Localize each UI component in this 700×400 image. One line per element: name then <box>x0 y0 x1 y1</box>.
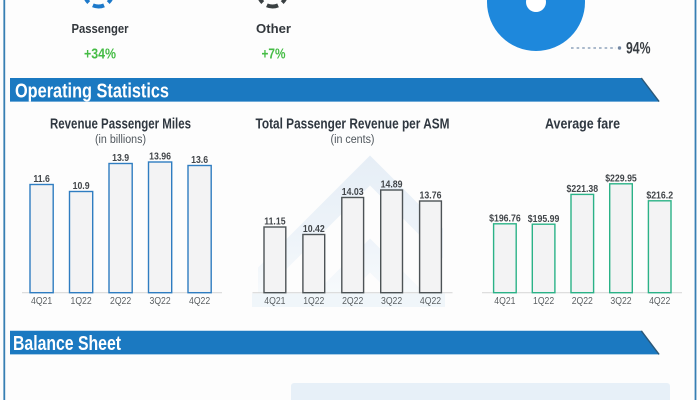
svg-text:3Q22: 3Q22 <box>150 296 171 307</box>
svg-text:Revenue Passenger Miles: Revenue Passenger Miles <box>50 116 191 132</box>
svg-text:4Q21: 4Q21 <box>264 296 285 307</box>
svg-text:$196.76: $196.76 <box>489 213 521 224</box>
svg-text:1Q22: 1Q22 <box>303 296 324 307</box>
svg-text:(in billions): (in billions) <box>95 134 146 146</box>
svg-text:2Q22: 2Q22 <box>342 296 363 307</box>
svg-text:3Q22: 3Q22 <box>381 296 402 307</box>
svg-text:94%: 94% <box>626 40 651 58</box>
svg-text:4Q21: 4Q21 <box>31 296 52 307</box>
svg-text:3Q22: 3Q22 <box>610 296 631 307</box>
svg-text:Operating Statistics: Operating Statistics <box>15 80 169 102</box>
svg-text:2Q22: 2Q22 <box>572 296 593 307</box>
svg-text:Balance Sheet: Balance Sheet <box>13 333 121 355</box>
svg-text:14.89: 14.89 <box>381 180 403 191</box>
svg-text:Other: Other <box>256 21 291 36</box>
svg-text:1Q22: 1Q22 <box>71 296 92 307</box>
svg-text:13.96: 13.96 <box>149 152 171 163</box>
svg-text:Average fare: Average fare <box>545 116 620 132</box>
svg-text:14.03: 14.03 <box>342 187 364 198</box>
svg-text:+7%: +7% <box>262 46 286 63</box>
svg-text:4Q22: 4Q22 <box>649 296 670 307</box>
svg-text:1Q22: 1Q22 <box>533 296 554 307</box>
svg-text:10.9: 10.9 <box>73 181 90 192</box>
svg-text:13.6: 13.6 <box>191 155 208 166</box>
svg-text:4Q21: 4Q21 <box>494 296 515 307</box>
svg-text:$221.38: $221.38 <box>567 184 599 195</box>
svg-text:11.15: 11.15 <box>264 217 286 228</box>
svg-text:Total Passenger Revenue per AS: Total Passenger Revenue per ASM <box>256 116 450 132</box>
svg-text:$195.99: $195.99 <box>528 214 560 225</box>
svg-text:11.6: 11.6 <box>33 174 50 185</box>
svg-text:(in cents): (in cents) <box>331 134 375 146</box>
svg-text:10.42: 10.42 <box>303 224 325 235</box>
svg-text:4Q22: 4Q22 <box>189 296 210 307</box>
svg-text:$229.95: $229.95 <box>605 173 637 184</box>
svg-text:13.9: 13.9 <box>112 153 129 164</box>
svg-text:Passenger: Passenger <box>72 21 129 36</box>
svg-text:$216.2: $216.2 <box>646 190 673 201</box>
svg-text:4Q22: 4Q22 <box>420 296 441 307</box>
svg-text:2Q22: 2Q22 <box>110 296 131 307</box>
svg-text:+34%: +34% <box>84 46 116 63</box>
svg-text:13.76: 13.76 <box>420 191 442 202</box>
